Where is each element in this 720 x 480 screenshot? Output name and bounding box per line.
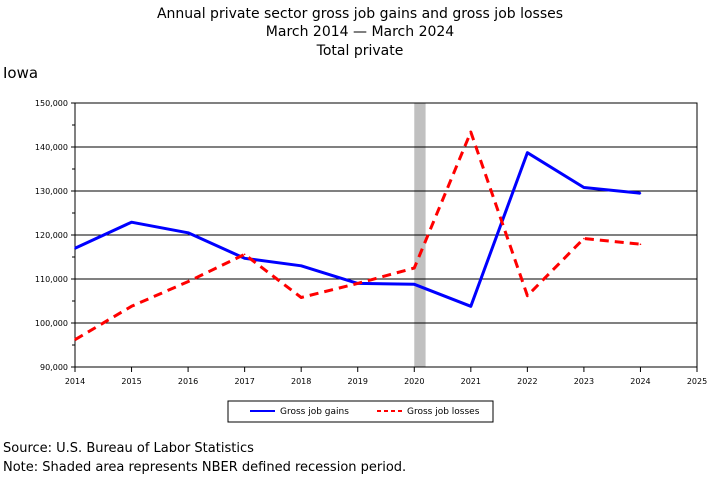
data-point-gains [300, 265, 302, 267]
y-tick-label: 90,000 [40, 363, 68, 372]
recession-note: Note: Shaded area represents NBER define… [3, 460, 407, 475]
x-tick-label: 2014 [65, 377, 85, 386]
x-axis: 2014 2015 2016 2017 2018 2019 2020 2021 2022 2023… [65, 367, 707, 386]
region-label: Iowa [3, 64, 39, 82]
y-tick-label: 130,000 [35, 187, 68, 196]
data-point-gains [639, 192, 642, 194]
data-point-gains [187, 232, 189, 234]
x-tick-label: 2025 [687, 377, 707, 386]
legend-label-gains: Gross job gains [280, 407, 349, 417]
y-tick-label: 150,000 [35, 99, 68, 108]
x-tick-label: 2018 [291, 377, 311, 386]
y-tick-label: 110,000 [35, 275, 68, 284]
data-point-losses [74, 338, 76, 341]
chart-subtitle: Total private [316, 43, 404, 59]
x-tick-label: 2016 [178, 377, 198, 386]
data-point-gains [526, 151, 529, 154]
x-tick-label: 2021 [461, 377, 481, 386]
data-point-losses [300, 296, 302, 299]
legend: Gross job gains Gross job losses [227, 400, 494, 423]
x-tick-label: 2019 [348, 377, 368, 386]
data-point-losses [187, 280, 189, 283]
legend-box [227, 400, 494, 423]
data-point-losses [639, 243, 642, 246]
x-tick-label: 2017 [234, 377, 254, 386]
y-axis: 90,000 100,000 110,000 120,000 130,000 140,00… [35, 99, 75, 372]
x-tick-label: 2020 [404, 377, 424, 386]
source-note: Source: U.S. Bureau of Labor Statistics [3, 441, 254, 456]
chart-date-range: March 2014 — March 2024 [265, 24, 455, 40]
data-point-losses [413, 267, 416, 269]
grid-layer [75, 102, 697, 368]
data-point-losses [356, 282, 359, 285]
legend-label-losses: Gross job losses [407, 407, 480, 417]
data-point-losses [243, 253, 246, 256]
data-point-losses [470, 131, 472, 133]
x-tick-label: 2015 [121, 377, 141, 386]
series-layer [74, 130, 642, 341]
x-tick-label: 2022 [517, 377, 537, 386]
data-point-gains [74, 247, 76, 249]
series-line-losses [74, 130, 641, 341]
data-point-losses [583, 237, 585, 240]
data-point-gains [470, 305, 472, 308]
x-tick-label: 2023 [574, 377, 594, 386]
x-tick-label: 2024 [630, 377, 650, 386]
data-point-losses [526, 294, 529, 297]
y-tick-label: 140,000 [35, 143, 68, 152]
data-point-gains [243, 257, 246, 260]
data-point-gains [413, 283, 416, 286]
data-point-losses [130, 305, 133, 308]
data-point-gains [583, 186, 585, 189]
data-point-gains [130, 221, 133, 224]
chart-title: Annual private sector gross job gains an… [156, 6, 564, 22]
line-chart: 90,000 100,000 110,000 120,000 130,000 140,00… [35, 99, 707, 423]
y-tick-label: 100,000 [35, 319, 68, 328]
y-tick-label: 120,000 [35, 231, 68, 240]
